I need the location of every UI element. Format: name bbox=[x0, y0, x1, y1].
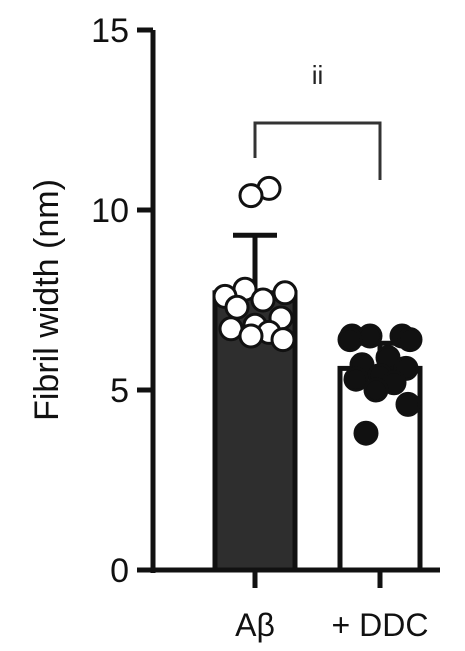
data-point bbox=[353, 420, 379, 446]
data-point bbox=[337, 327, 363, 353]
data-point bbox=[250, 287, 276, 313]
data-point bbox=[224, 294, 250, 320]
labels-layer: 0 5 10 15 Aβ + DDC bbox=[91, 12, 428, 643]
y-axis-title: Fibril width (nm) bbox=[28, 179, 66, 421]
category-label-2: + DDC bbox=[332, 607, 429, 643]
data-point bbox=[363, 377, 389, 403]
y-tick-label: 10 bbox=[91, 192, 129, 230]
data-point bbox=[397, 327, 423, 353]
significance-label: ii bbox=[312, 60, 324, 90]
y-tick-label: 0 bbox=[110, 552, 129, 590]
data-point bbox=[395, 391, 421, 417]
y-tick-label: 15 bbox=[91, 12, 129, 50]
data-point bbox=[343, 366, 369, 392]
data-point bbox=[238, 183, 264, 209]
points-layer bbox=[212, 175, 423, 446]
axes-layer bbox=[137, 27, 440, 588]
significance-bracket bbox=[253, 121, 382, 180]
y-tick-label: 5 bbox=[110, 372, 129, 410]
data-point bbox=[272, 280, 298, 306]
category-label-1: Aβ bbox=[235, 607, 275, 643]
data-point bbox=[357, 323, 383, 349]
data-point bbox=[270, 327, 296, 353]
data-point bbox=[238, 323, 264, 349]
